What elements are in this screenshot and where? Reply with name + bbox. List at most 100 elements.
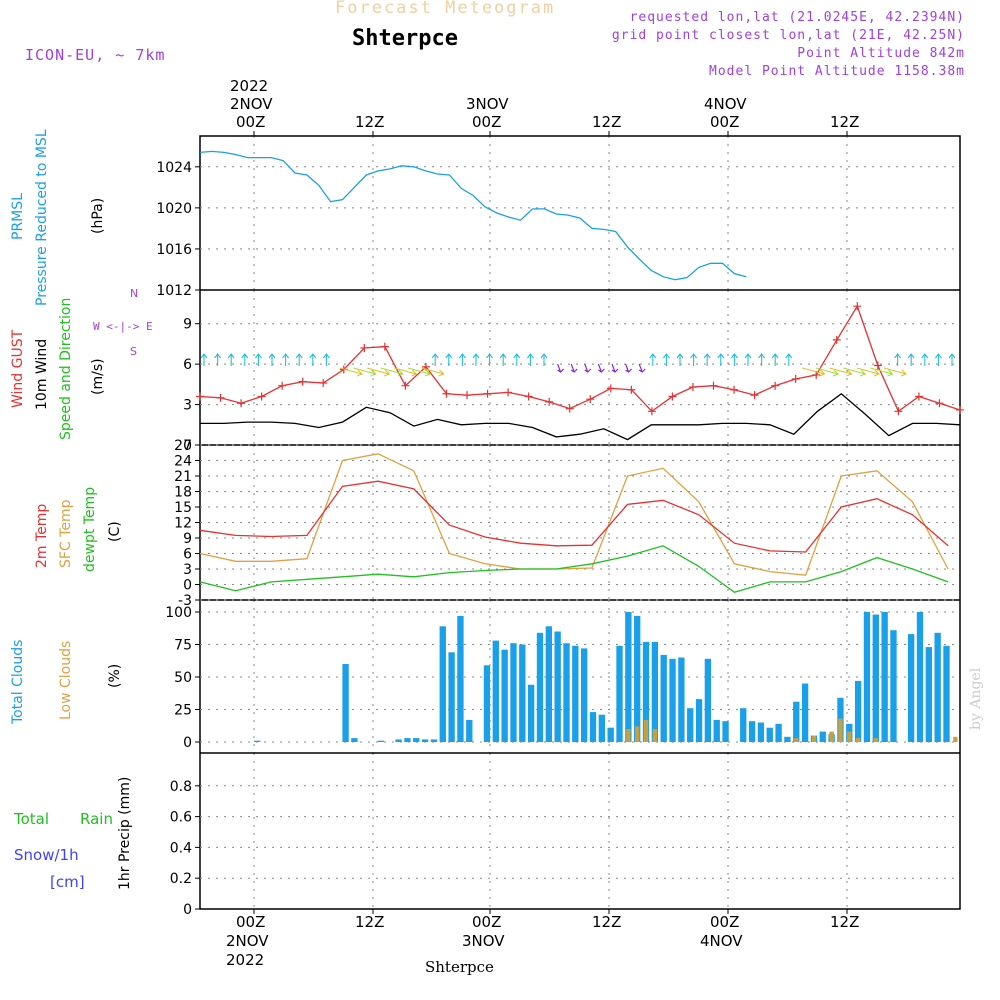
total-cloud-bar	[669, 658, 676, 742]
y-tick-label: 3	[183, 562, 192, 578]
footer-station: Shterpce	[425, 958, 494, 976]
total-cloud-bar	[943, 645, 950, 742]
wind-arrow	[597, 363, 605, 373]
y-tick-label: 0.6	[170, 810, 192, 826]
compass-we: W <-|-> E	[93, 320, 153, 333]
low-cloud-bar	[873, 738, 878, 742]
bottom-tick-00z-3: 00Z	[710, 913, 740, 931]
total-cloud-bar	[793, 701, 800, 742]
gust-marker	[627, 385, 636, 394]
wind-arrow	[322, 353, 330, 366]
wind-arrow	[638, 363, 646, 373]
low-cloud-bar	[811, 735, 817, 742]
wind-arrow	[785, 353, 793, 366]
y-tick-label: 100	[165, 605, 192, 621]
top-tick-00z-2: 00Z	[472, 113, 502, 131]
wind-arrow	[730, 353, 738, 366]
wind-arrow	[268, 353, 276, 366]
wind-arrow	[407, 367, 431, 377]
wind-arrow	[676, 353, 684, 366]
gust-marker	[853, 302, 862, 311]
total-cloud-bar	[581, 648, 588, 742]
low-cloud-bar	[652, 729, 658, 742]
bottom-date-1: 2NOV	[226, 932, 269, 950]
y-tick-label: 27	[174, 438, 192, 454]
y-tick-label: 1024	[156, 160, 192, 176]
y-tick-label: 18	[174, 485, 192, 501]
total-cloud-bar	[430, 739, 438, 742]
gust-marker	[360, 343, 369, 352]
y-tick-label: 1020	[156, 201, 192, 217]
total-cloud-bar	[395, 739, 402, 742]
gust-marker	[196, 392, 204, 401]
total-cloud-bar	[572, 645, 579, 742]
wind-arrow	[843, 367, 867, 377]
gust-marker	[668, 392, 677, 401]
gust-marker	[278, 381, 287, 390]
y-tick-label: 0.8	[170, 779, 192, 795]
pressure-line	[199, 150, 747, 281]
low-cloud-bar	[953, 736, 958, 742]
gust-marker	[257, 392, 266, 401]
wind-arrow	[526, 353, 534, 366]
grid-point-coords: grid point closest lon,lat (21E, 42.25N)	[611, 28, 965, 43]
total-cloud-bar	[801, 683, 809, 742]
wind-arrow	[380, 367, 404, 377]
wind-arrow	[717, 353, 725, 366]
bottom-tick-00z-1: 00Z	[236, 913, 266, 931]
bottom-date-3: 4NOV	[700, 932, 743, 950]
gust-marker	[688, 383, 697, 392]
low-cloud-bar	[838, 718, 843, 742]
total-cloud-bar	[439, 626, 446, 742]
wind-arrow	[394, 367, 418, 377]
low-cloud-bar	[626, 729, 631, 742]
total-cloud-bar	[872, 614, 879, 742]
top-date-3: 4NOV	[704, 95, 747, 113]
total-cloud-bar	[634, 615, 641, 742]
gust-marker	[771, 381, 780, 390]
low-cloud-bar	[855, 738, 861, 742]
wind-arrow	[771, 353, 779, 366]
temp2m-line	[199, 480, 949, 553]
y-tick-label: 0	[183, 902, 192, 918]
precip-rain-label: Rain	[80, 810, 113, 828]
top-tick-12z-2: 12Z	[592, 113, 622, 131]
gust-marker	[216, 393, 225, 402]
wind-arrow	[758, 353, 766, 366]
total-cloud-bar	[563, 643, 570, 742]
gust-marker	[606, 384, 615, 393]
top-date-1: 2NOV	[230, 95, 273, 113]
wind-arrow	[214, 353, 222, 366]
total-cloud-bar	[351, 738, 358, 742]
total-cloud-bar	[916, 612, 924, 742]
wind-arrow	[907, 353, 915, 366]
wind-arrow	[227, 353, 235, 366]
compass-s: S	[130, 345, 137, 358]
y-tick-label: 15	[174, 500, 192, 516]
station-title: Shterpce	[352, 26, 458, 51]
y-tick-label: 0.4	[170, 840, 192, 856]
total-cloud-bar	[404, 738, 411, 742]
wind-arrow	[584, 363, 592, 373]
gust-marker	[935, 399, 944, 408]
wind-arrow	[339, 367, 363, 377]
y-tick-label: 50	[174, 670, 192, 686]
total-cloud-bar	[748, 721, 756, 742]
total-cloud-bar	[863, 612, 871, 742]
y-tick-label: 12	[174, 516, 192, 532]
low-cloud-bar	[794, 738, 799, 742]
wind-arrow	[445, 353, 453, 366]
total-cloud-bar	[695, 699, 703, 742]
bottom-tick-00z-2: 00Z	[472, 913, 502, 931]
gust-marker	[791, 374, 800, 383]
model-label: ICON-EU, ~ 7km	[25, 46, 166, 64]
y-tick-label: 0	[183, 578, 192, 594]
wind-arrow	[662, 353, 670, 366]
wind-line	[200, 392, 961, 441]
total-cloud-bar	[660, 654, 667, 742]
total-cloud-bar	[854, 680, 862, 742]
wind-arrow	[856, 367, 880, 377]
total-cloud-bar	[519, 644, 526, 742]
gust-marker	[298, 377, 307, 386]
